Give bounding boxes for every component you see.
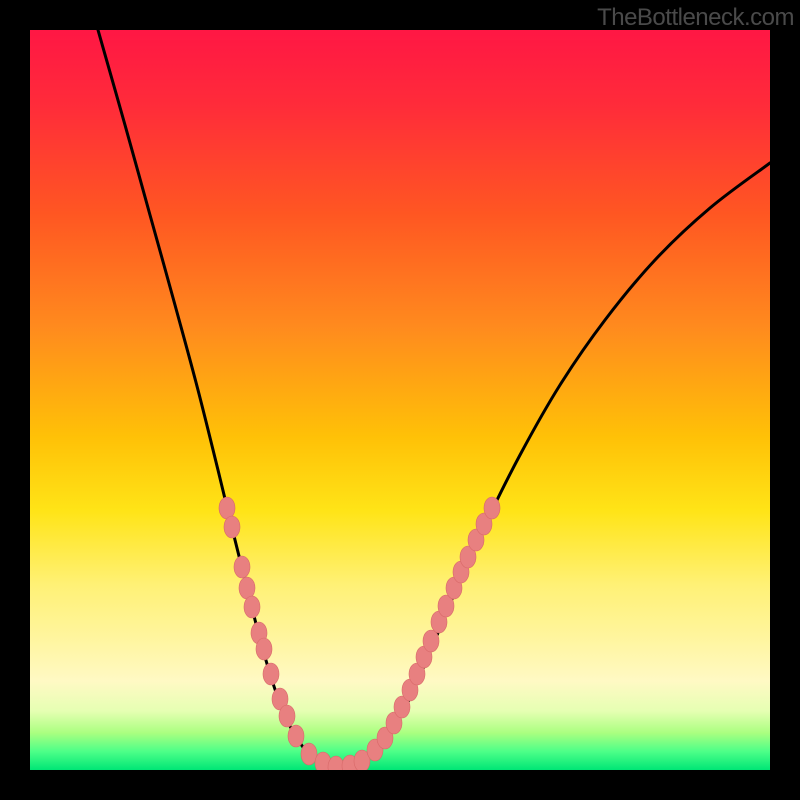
gradient-background (30, 30, 770, 770)
marker-left-6 (256, 638, 272, 660)
watermark-text: TheBottleneck.com (597, 0, 800, 32)
marker-right-7 (423, 630, 439, 652)
marker-left-2 (234, 556, 250, 578)
marker-left-9 (279, 705, 295, 727)
marker-left-7 (263, 663, 279, 685)
marker-left-3 (239, 577, 255, 599)
marker-left-1 (224, 516, 240, 538)
marker-right-15 (484, 497, 500, 519)
marker-left-0 (219, 497, 235, 519)
bottleneck-chart (30, 30, 770, 770)
marker-bottom-0 (301, 743, 317, 765)
marker-left-4 (244, 596, 260, 618)
watermark-container: TheBottleneck.com (597, 0, 800, 32)
marker-left-10 (288, 725, 304, 747)
plot-area (30, 30, 770, 770)
